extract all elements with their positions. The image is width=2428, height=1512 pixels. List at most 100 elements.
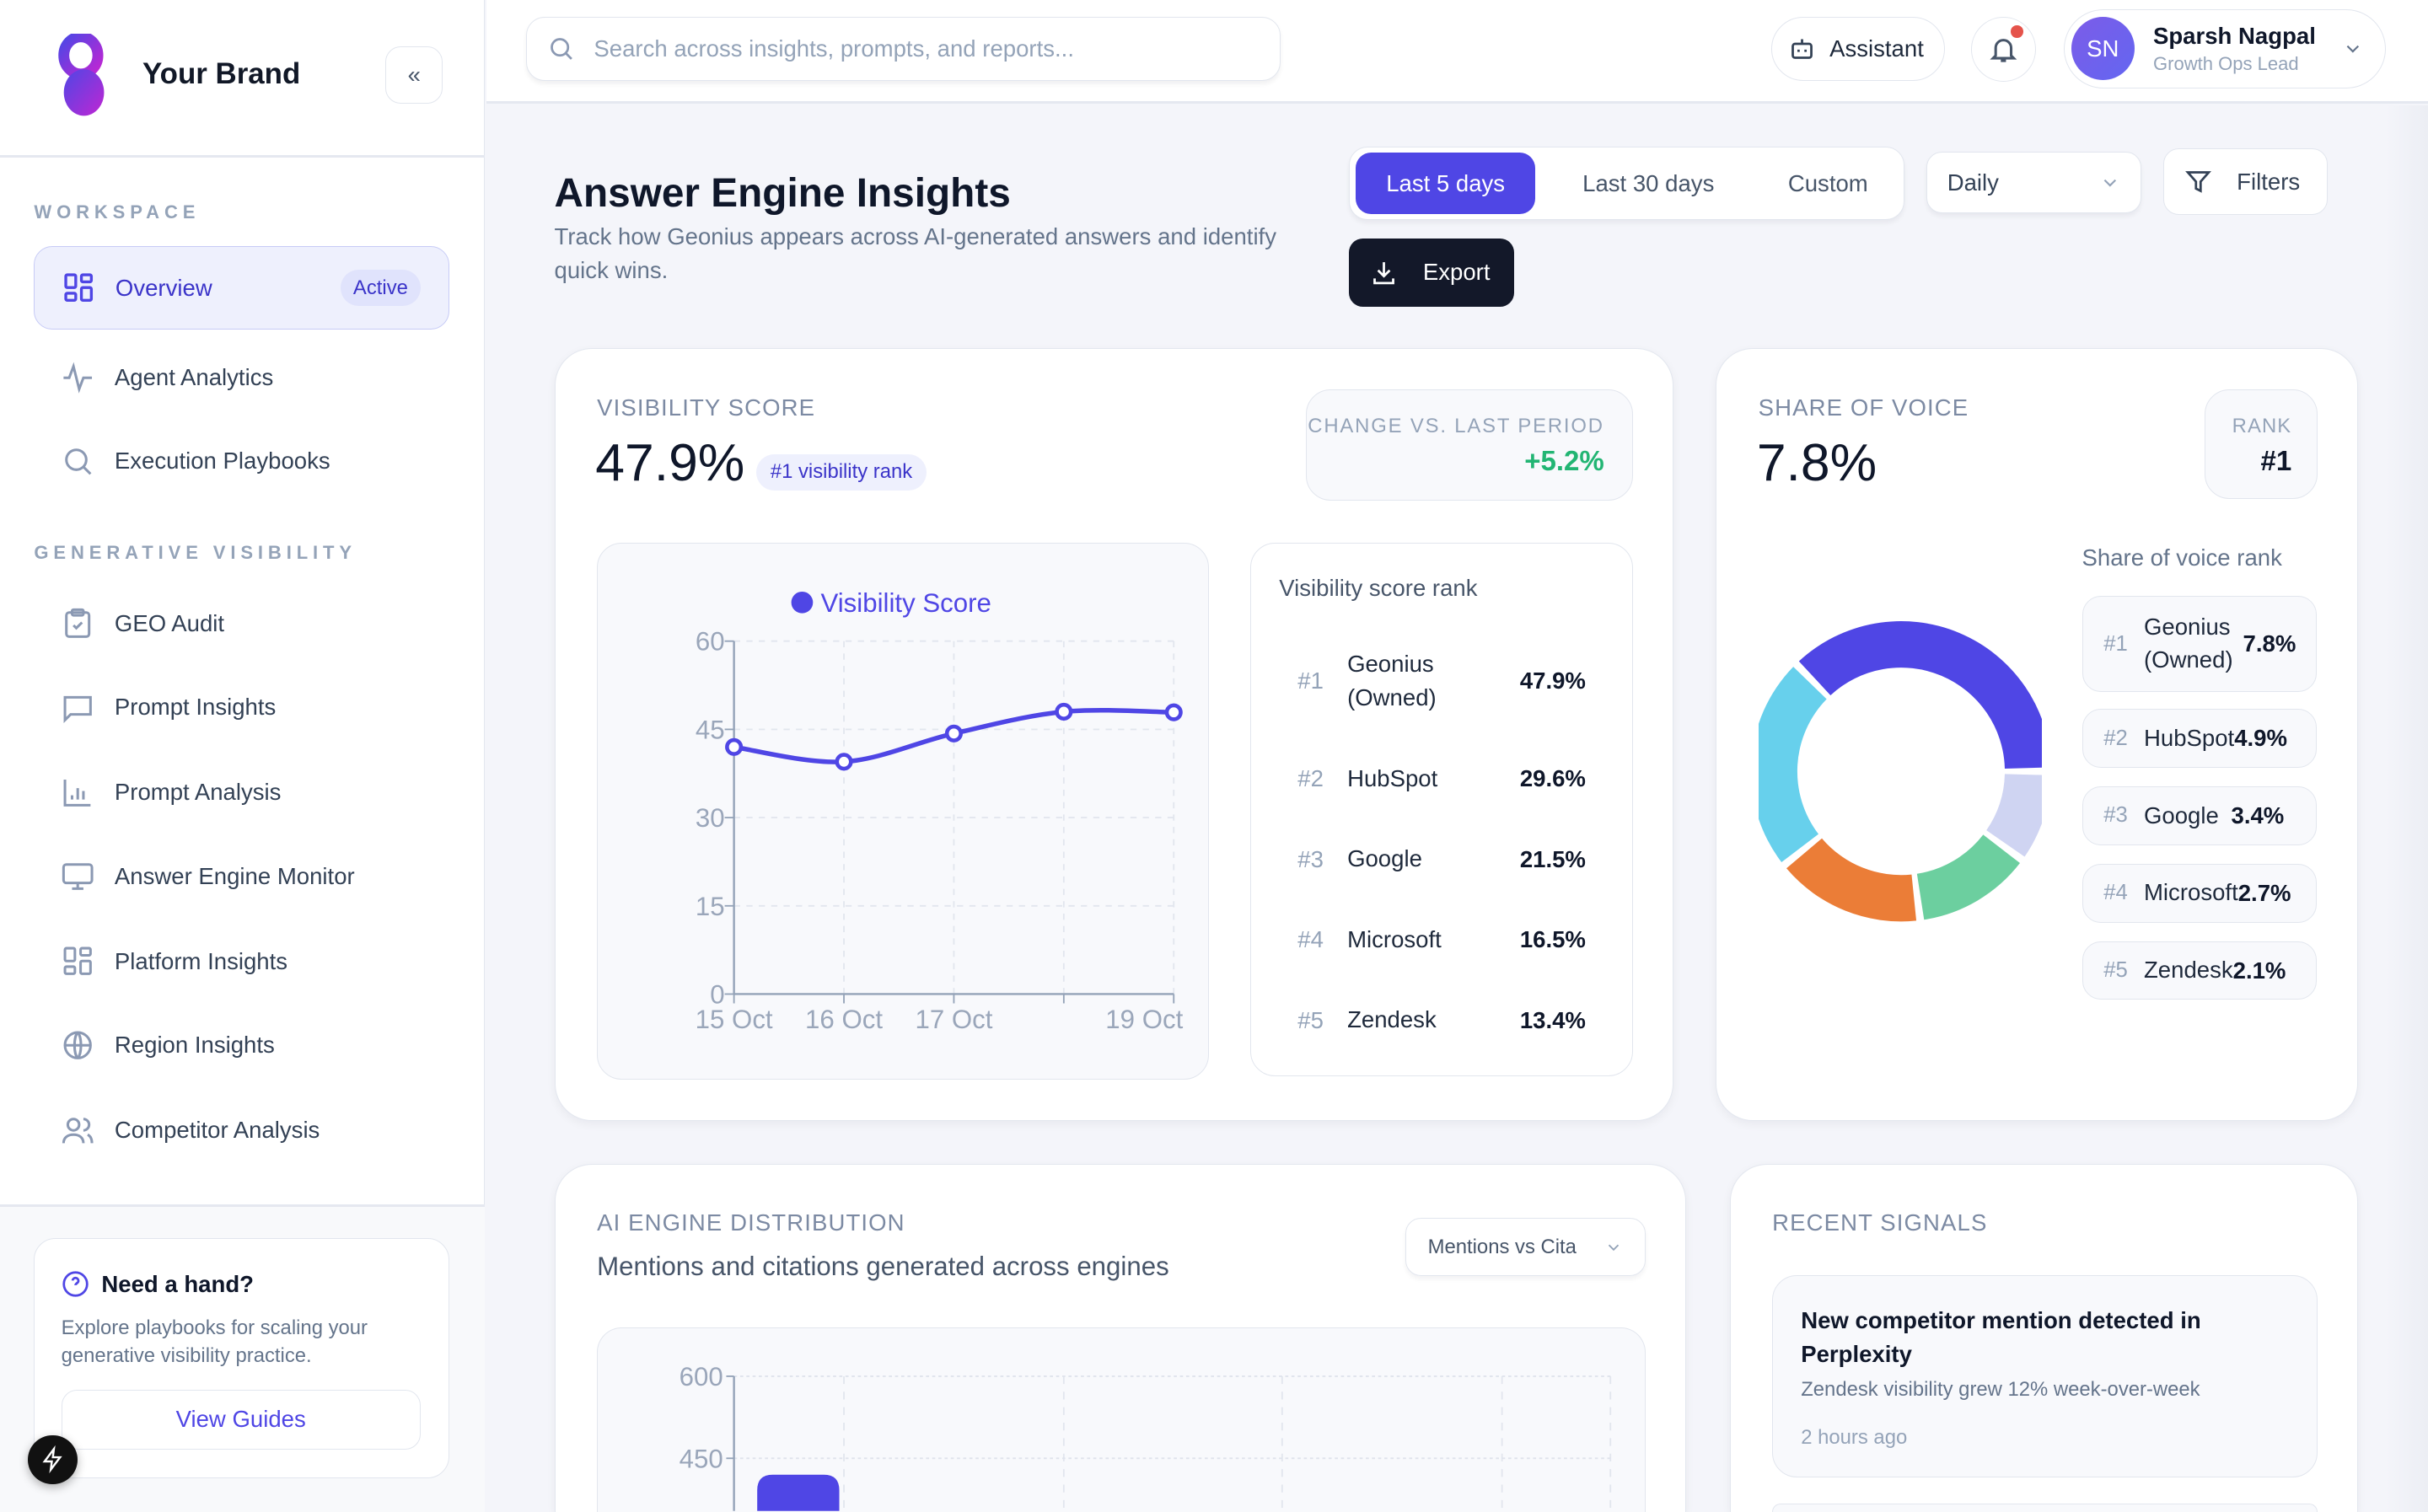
view-guides-button[interactable]: View Guides bbox=[61, 1389, 421, 1450]
rank-value: 7.8% bbox=[2243, 630, 2296, 657]
sov-rank-value: #1 bbox=[2260, 446, 2292, 478]
filters-label: Filters bbox=[2237, 168, 2301, 195]
sidebar-item-overview[interactable]: Overview Active bbox=[34, 246, 449, 330]
search-field[interactable] bbox=[526, 17, 1281, 81]
rank-value: 2.7% bbox=[2237, 879, 2291, 906]
sidebar-item-region-insights[interactable]: Region Insights bbox=[34, 1005, 449, 1086]
chevrons-left-icon: « bbox=[407, 62, 421, 88]
help-title: Need a hand? bbox=[62, 1270, 254, 1298]
quick-action-button[interactable] bbox=[28, 1434, 78, 1485]
sidebar-item-label: GEO Audit bbox=[114, 610, 225, 637]
sidebar-item-label: Agent Analytics bbox=[114, 364, 274, 391]
rank-number: #5 bbox=[2103, 958, 2128, 983]
change-box: CHANGE VS. LAST PERIOD +5.2% bbox=[1306, 389, 1633, 501]
range-last-5-days[interactable]: Last 5 days bbox=[1356, 152, 1536, 215]
rank-row: #4 Microsoft 16.5% bbox=[1297, 923, 1586, 957]
collapse-sidebar-button[interactable]: « bbox=[385, 46, 443, 105]
rank-value: 2.1% bbox=[2232, 957, 2286, 984]
y-tick-label: 30 bbox=[696, 803, 725, 833]
visibility-score-card: VISIBILITY SCORE 47.9% #1 visibility ran… bbox=[554, 348, 1674, 1121]
sov-value: 7.8% bbox=[1756, 433, 1877, 493]
globe-icon bbox=[63, 1031, 92, 1059]
help-card: Need a hand? Explore playbooks for scali… bbox=[34, 1238, 449, 1479]
rank-number: #2 bbox=[1297, 765, 1324, 791]
sidebar-item-label: Competitor Analysis bbox=[114, 1116, 320, 1143]
assistant-button[interactable]: Assistant bbox=[1771, 17, 1945, 81]
message-icon bbox=[63, 696, 92, 724]
date-range-control: Last 5 days Last 30 days Custom bbox=[1348, 147, 1905, 220]
metric-select-value: Mentions vs Cita bbox=[1427, 1235, 1577, 1258]
rank-number: #2 bbox=[2103, 726, 2128, 750]
filters-button[interactable]: Filters bbox=[2162, 148, 2328, 216]
visibility-caption: VISIBILITY SCORE bbox=[597, 394, 816, 421]
sov-caption: SHARE OF VOICE bbox=[1758, 394, 1969, 421]
sov-rank-item: #4 Microsoft 2.7% bbox=[2082, 863, 2317, 923]
signal-item[interactable]: New competitor mention detected in Perpl… bbox=[1772, 1274, 2318, 1478]
sidebar-item-agent-analytics[interactable]: Agent Analytics bbox=[34, 337, 449, 418]
distribution-bar-chart: 450 600 bbox=[680, 1362, 1612, 1511]
x-tick-label: 16 Oct bbox=[805, 1005, 883, 1034]
bar bbox=[757, 1474, 840, 1511]
filter-icon bbox=[2184, 171, 2211, 194]
grid-icon bbox=[63, 273, 93, 303]
notification-dot bbox=[2010, 25, 2023, 39]
signal-time: 2 hours ago bbox=[1801, 1425, 1908, 1449]
rank-value: 16.5% bbox=[1519, 926, 1586, 953]
granularity-select[interactable]: Daily bbox=[1926, 151, 2142, 214]
sidebar-item-execution-playbooks[interactable]: Execution Playbooks bbox=[34, 421, 449, 502]
recent-signals-card: RECENT SIGNALS New competitor mention de… bbox=[1729, 1164, 2359, 1512]
visibility-line-chart: 0 15 30 45 60 15 Oct 16 Oct 17 Oct 19 Oct Visibil… bbox=[696, 588, 1184, 1034]
export-button[interactable]: Export bbox=[1348, 238, 1515, 307]
y-tick-label: 60 bbox=[696, 627, 725, 657]
search-icon bbox=[64, 448, 92, 475]
rank-row: #1 Geonius (Owned) 47.9% bbox=[1297, 647, 1586, 716]
sidebar-item-prompt-analysis[interactable]: Prompt Analysis bbox=[34, 753, 449, 834]
rank-value: 4.9% bbox=[2234, 725, 2287, 752]
sov-rank-item: #5 Zendesk 2.1% bbox=[2082, 941, 2317, 1000]
bell-icon bbox=[1990, 39, 2017, 63]
legend-marker bbox=[791, 591, 814, 614]
data-point bbox=[725, 737, 744, 756]
sidebar-item-label: Execution Playbooks bbox=[114, 448, 330, 475]
rank-name: Zendesk bbox=[2143, 957, 2233, 984]
sov-rank-item: #2 HubSpot 4.9% bbox=[2082, 709, 2317, 768]
data-point bbox=[1055, 702, 1073, 721]
donut-slice bbox=[1916, 834, 2020, 920]
rank-name: Zendesk bbox=[1347, 1006, 1437, 1033]
notifications-button[interactable] bbox=[1971, 17, 2037, 83]
range-custom[interactable]: Custom bbox=[1787, 169, 1868, 196]
sidebar-item-answer-engine-monitor[interactable]: Answer Engine Monitor bbox=[34, 836, 449, 917]
rank-number: #4 bbox=[1297, 926, 1324, 953]
y-tick-label: 15 bbox=[696, 892, 725, 921]
page-subtitle: Track how Geonius appears across AI-gene… bbox=[554, 223, 1276, 284]
chevron-down-icon bbox=[2103, 179, 2116, 187]
sidebar-item-prompt-insights[interactable]: Prompt Insights bbox=[34, 668, 449, 748]
help-circle-icon bbox=[62, 1271, 89, 1297]
change-label: CHANGE VS. LAST PERIOD bbox=[1308, 415, 1604, 438]
y-tick-label: 450 bbox=[680, 1444, 723, 1473]
rank-number: #3 bbox=[1297, 845, 1324, 872]
rank-number: #1 bbox=[1297, 668, 1324, 694]
data-point bbox=[944, 724, 964, 743]
sidebar-item-platform-insights[interactable]: Platform Insights bbox=[34, 921, 449, 1002]
sov-rank-box: RANK #1 bbox=[2204, 389, 2318, 500]
rank-name: HubSpot bbox=[2143, 724, 2235, 751]
y-tick-label: 45 bbox=[696, 715, 725, 744]
rank-name: Google bbox=[2143, 802, 2219, 828]
sov-rank-label: RANK bbox=[2232, 415, 2292, 438]
sidebar-item-geo-audit[interactable]: GEO Audit bbox=[34, 583, 449, 664]
signal-item[interactable] bbox=[1772, 1504, 2318, 1512]
search-input[interactable] bbox=[594, 35, 1244, 62]
range-last-30-days[interactable]: Last 30 days bbox=[1582, 169, 1715, 196]
metric-select[interactable]: Mentions vs Cita bbox=[1405, 1217, 1646, 1277]
rank-name: Microsoft bbox=[1347, 925, 1442, 952]
sidebar-item-competitor-analysis[interactable]: Competitor Analysis bbox=[34, 1090, 449, 1171]
scrollbar-track[interactable] bbox=[2384, 105, 2428, 1512]
rank-name: Geonius (Owned) bbox=[2143, 614, 2233, 673]
rank-name: Google bbox=[1347, 845, 1422, 872]
sidebar-item-label: Overview bbox=[115, 274, 212, 301]
monitor-icon bbox=[62, 863, 94, 891]
granularity-value: Daily bbox=[1947, 169, 1999, 196]
user-menu[interactable]: SN Sparsh Nagpal Growth Ops Lead bbox=[2064, 9, 2387, 88]
rank-panel-title: Visibility score rank bbox=[1279, 574, 1478, 601]
